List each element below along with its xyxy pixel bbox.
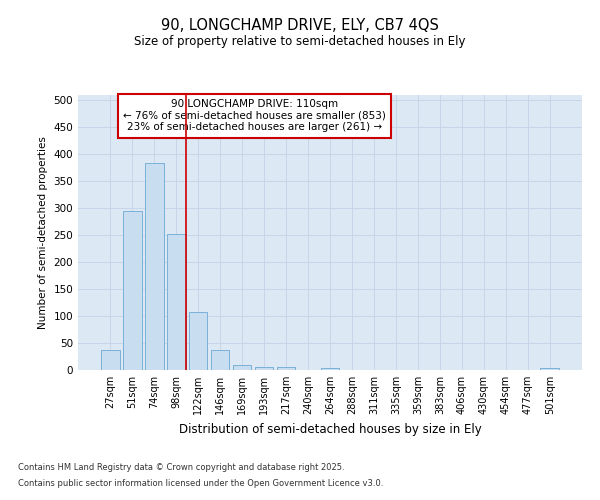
Y-axis label: Number of semi-detached properties: Number of semi-detached properties (38, 136, 48, 329)
Bar (541, 368, 559, 370)
Bar (277, 368, 295, 370)
Text: Contains HM Land Registry data © Crown copyright and database right 2025.: Contains HM Land Registry data © Crown c… (18, 464, 344, 472)
Bar (255, 367, 274, 370)
Bar (101, 350, 119, 370)
Text: Contains public sector information licensed under the Open Government Licence v3: Contains public sector information licen… (18, 478, 383, 488)
X-axis label: Distribution of semi-detached houses by size in Ely: Distribution of semi-detached houses by … (179, 422, 481, 436)
Bar (233, 364, 251, 370)
Bar (189, 312, 208, 370)
Text: 90 LONGCHAMP DRIVE: 110sqm
← 76% of semi-detached houses are smaller (853)
23% o: 90 LONGCHAMP DRIVE: 110sqm ← 76% of semi… (123, 99, 386, 132)
Bar (320, 368, 340, 370)
Bar (145, 164, 164, 370)
Bar (211, 350, 229, 370)
Bar (167, 234, 185, 370)
Text: 90, LONGCHAMP DRIVE, ELY, CB7 4QS: 90, LONGCHAMP DRIVE, ELY, CB7 4QS (161, 18, 439, 32)
Bar (123, 211, 142, 370)
Text: Size of property relative to semi-detached houses in Ely: Size of property relative to semi-detach… (134, 34, 466, 48)
